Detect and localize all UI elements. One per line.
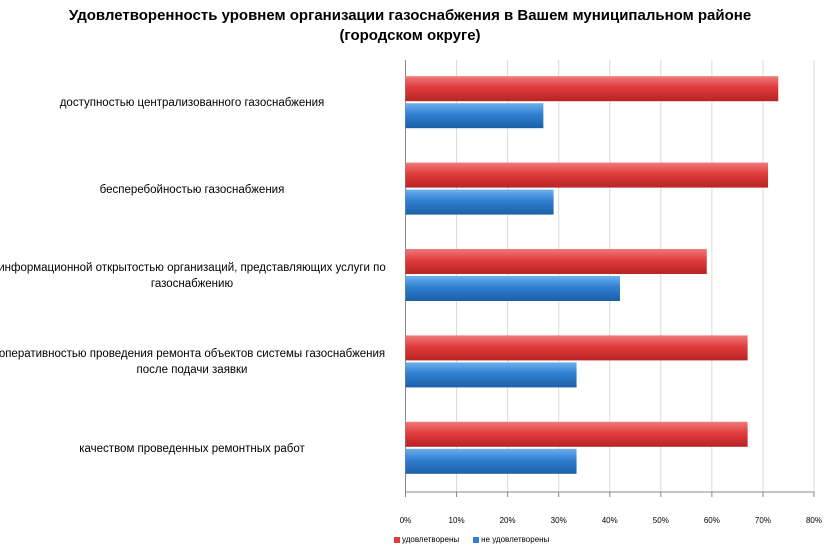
bar-not-satisfied [405,276,620,301]
x-tick-label: 80% [805,516,822,525]
bar-satisfied [405,162,769,188]
x-tick-label: 30% [550,516,567,525]
bar-satisfied [405,421,748,447]
category-label: доступностью централизованного газоснабж… [59,97,325,110]
legend-swatch [473,536,480,543]
bar-satisfied [405,249,707,274]
legend-swatch [394,536,400,543]
bar-not-satisfied [405,448,577,474]
legend-item: удовлетворены [394,535,459,544]
bar-not-satisfied [405,362,577,388]
legend-label: не удовлетворены [481,535,550,544]
x-tick-label: 60% [703,516,720,525]
x-tick-label: 10% [448,516,465,525]
chart-title: Удовлетворенность уровнем организации га… [68,7,752,44]
category-label: бесперебойностью газоснабжения [99,183,285,196]
bar-not-satisfied [405,103,544,129]
x-tick-label: 40% [601,516,618,525]
bar-not-satisfied [405,189,554,215]
legend-label: удовлетворены [402,535,460,544]
category-label: информационной открытостью организаций, … [0,262,386,290]
category-label: качеством проведенных ремонтных работ [79,442,305,455]
bar-satisfied [405,76,779,102]
x-tick-label: 50% [652,516,669,525]
x-tick-label: 70% [754,516,771,525]
legend: удовлетворены не удовлетворены [394,535,549,544]
bar-satisfied [405,335,748,361]
x-tick-label: 0% [399,516,412,525]
x-tick-label: 20% [499,516,516,525]
category-label: оперативностью проведения ремонта объект… [0,348,386,377]
legend-item: не удовлетворены [473,535,549,544]
